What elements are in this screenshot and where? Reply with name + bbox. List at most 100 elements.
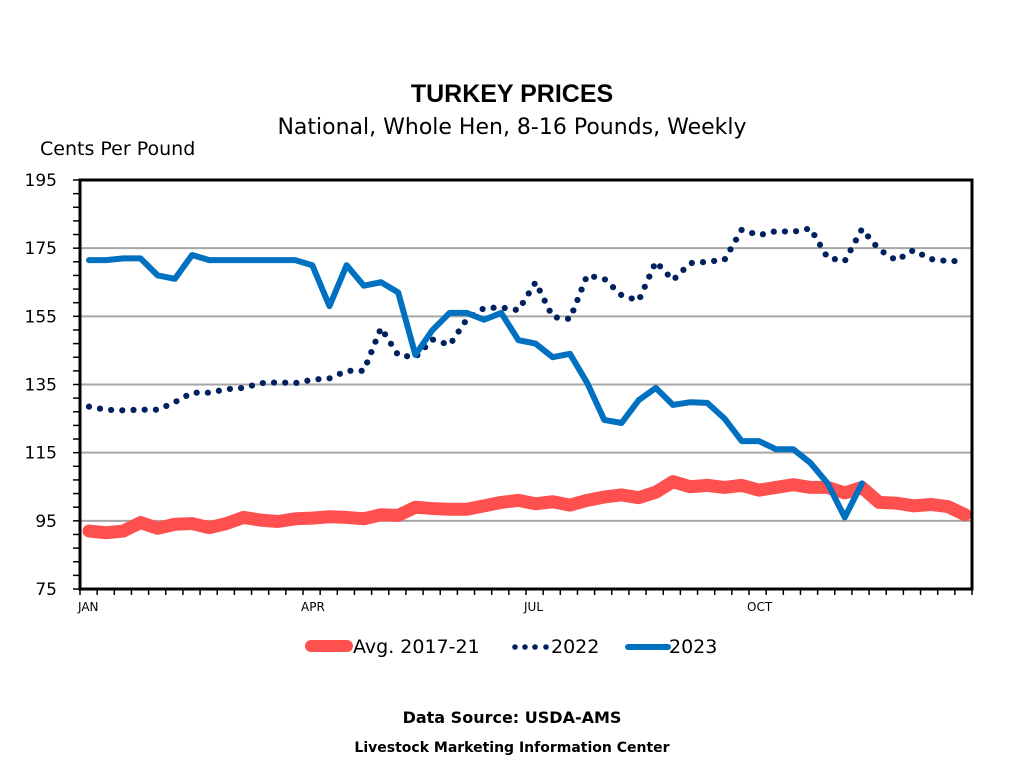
series-2023-line (86, 251, 865, 521)
series-2022-point (711, 257, 718, 265)
series-2022-point (293, 379, 300, 386)
series-2022-point (183, 392, 190, 399)
series-2022-point (282, 379, 289, 386)
series-2022-point (831, 256, 838, 263)
series-2022-point (628, 295, 635, 302)
series-2022-point (781, 228, 789, 235)
series-2022-point (387, 340, 395, 347)
series-2022-point (864, 233, 872, 240)
series-2022-point (141, 406, 148, 413)
series-2022-point (358, 367, 365, 374)
x-tick-label: APR (301, 600, 325, 614)
series-avg-2017-21-line (82, 475, 972, 540)
series-2022-point (501, 304, 508, 312)
legend: Avg. 2017-21 2022 2023 (305, 636, 717, 658)
series-2022-point (811, 232, 818, 239)
series-2022-point (163, 402, 170, 410)
y-axis-label: Cents Per Pound (40, 138, 196, 160)
series-2022-point (951, 258, 958, 265)
x-tick-label: OCT (747, 600, 773, 614)
series-2022-point (440, 339, 447, 347)
series-2022-point (270, 379, 278, 386)
series-2022-point (372, 338, 379, 345)
series-2022-point (512, 306, 519, 313)
series-2022-point (759, 231, 767, 238)
series-2022-point (564, 315, 572, 322)
y-tick-label: 135 (25, 376, 57, 396)
series-2022-point (326, 375, 333, 382)
series-2022-point (429, 336, 437, 343)
series-2022-point (721, 256, 728, 263)
series-2022-point (152, 406, 160, 413)
x-tick-label: JUL (523, 600, 543, 614)
organization: Livestock Marketing Information Center (354, 740, 670, 756)
series-2022-point (336, 370, 343, 377)
series-2022-point (130, 406, 137, 414)
series-2022-point (909, 247, 916, 255)
series-2022-point (822, 251, 829, 258)
series-2022-point (852, 237, 859, 244)
series-2022-point (570, 307, 577, 314)
series-2022-point (842, 257, 849, 264)
y-tick-label: 115 (25, 444, 57, 464)
series-2022-point (749, 229, 756, 237)
series-2022-point (618, 291, 625, 298)
series-2022-point (792, 228, 800, 235)
chart-subtitle: National, Whole Hen, 8-16 Pounds, Weekly (277, 115, 747, 140)
series-2022-point (479, 305, 486, 313)
series-2022-point (637, 293, 644, 301)
series-2022-point (847, 247, 854, 254)
series-2022-point (525, 290, 532, 297)
series-2022-point (455, 328, 462, 335)
gridlines (80, 247, 972, 522)
series-2022-point (732, 236, 740, 243)
y-tick-label: 75 (35, 580, 57, 600)
y-tick-label: 155 (25, 307, 57, 327)
x-tick-label: JAN (77, 600, 99, 614)
series-2022-point (226, 385, 234, 393)
y-tick-label: 195 (25, 171, 57, 191)
series-2022-point (108, 406, 115, 414)
series-2022-point (204, 389, 211, 396)
series-2022-point (248, 382, 256, 389)
series-2022-point (582, 276, 589, 283)
series-2022-point (546, 307, 553, 314)
series-2022-point (641, 283, 648, 290)
series-2022-point (96, 405, 104, 412)
series-2022-point (664, 271, 671, 278)
legend-label-2023: 2023 (669, 636, 717, 658)
series-2022-point (688, 259, 695, 267)
series-2022-point (304, 377, 311, 384)
series-2022-point (816, 241, 824, 248)
legend-swatch-2022 (512, 644, 549, 650)
series-2022-point (574, 296, 581, 304)
series-2022-point (541, 297, 548, 304)
series-2022-point (889, 255, 897, 262)
series-2022-point (237, 385, 245, 392)
series-2022-point (347, 367, 354, 374)
series-2022-point (449, 337, 456, 344)
series-2022-point (531, 280, 538, 287)
series-2022-point (803, 225, 811, 233)
series-2022-point (461, 319, 468, 326)
series-2022-point (368, 348, 375, 356)
series-2022-point (85, 403, 93, 410)
series-2022-point (578, 286, 585, 293)
series-2022-point (591, 273, 598, 280)
series-2022-point (680, 266, 687, 273)
legend-label-2022: 2022 (551, 636, 599, 658)
series-2022-point (259, 379, 266, 387)
series-2022-point (601, 276, 609, 283)
series-2022-point (770, 228, 777, 235)
series-2022-point (858, 227, 865, 234)
series-2022-point (699, 259, 707, 266)
series-2022-point (403, 353, 411, 360)
series-2022-point (215, 387, 222, 394)
series-2022-point (119, 407, 126, 414)
legend-label-avg: Avg. 2017-21 (353, 636, 480, 658)
series-2022-point (727, 246, 734, 253)
series-2022-point (193, 389, 200, 396)
chart-title: TURKEY PRICES (410, 80, 614, 108)
series-2022-point (672, 274, 679, 281)
